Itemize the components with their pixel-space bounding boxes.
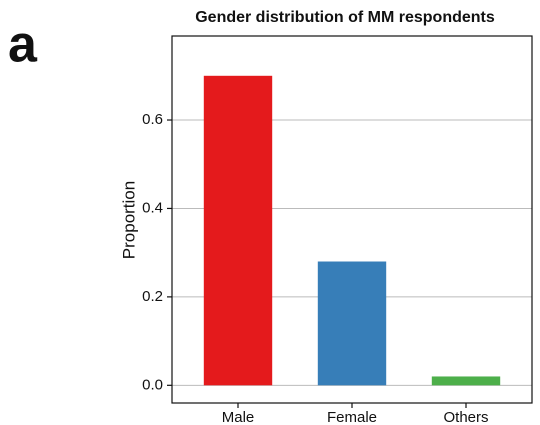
x-tick-label: Male xyxy=(222,409,255,425)
x-tick-label: Others xyxy=(443,409,488,425)
x-tick-label: Female xyxy=(327,409,377,425)
bar xyxy=(203,75,273,386)
y-tick-label: 0.2 xyxy=(142,288,163,305)
y-tick-label: 0.6 xyxy=(142,111,163,128)
chart-title: Gender distribution of MM respondents xyxy=(195,9,495,26)
bar xyxy=(431,376,501,386)
y-tick-label: 0.0 xyxy=(142,376,163,393)
bar xyxy=(317,261,387,386)
y-tick-label: 0.4 xyxy=(142,199,163,216)
plot-frame xyxy=(171,35,533,404)
panel-label: a xyxy=(8,16,38,74)
y-axis-label: Proportion xyxy=(119,181,138,259)
